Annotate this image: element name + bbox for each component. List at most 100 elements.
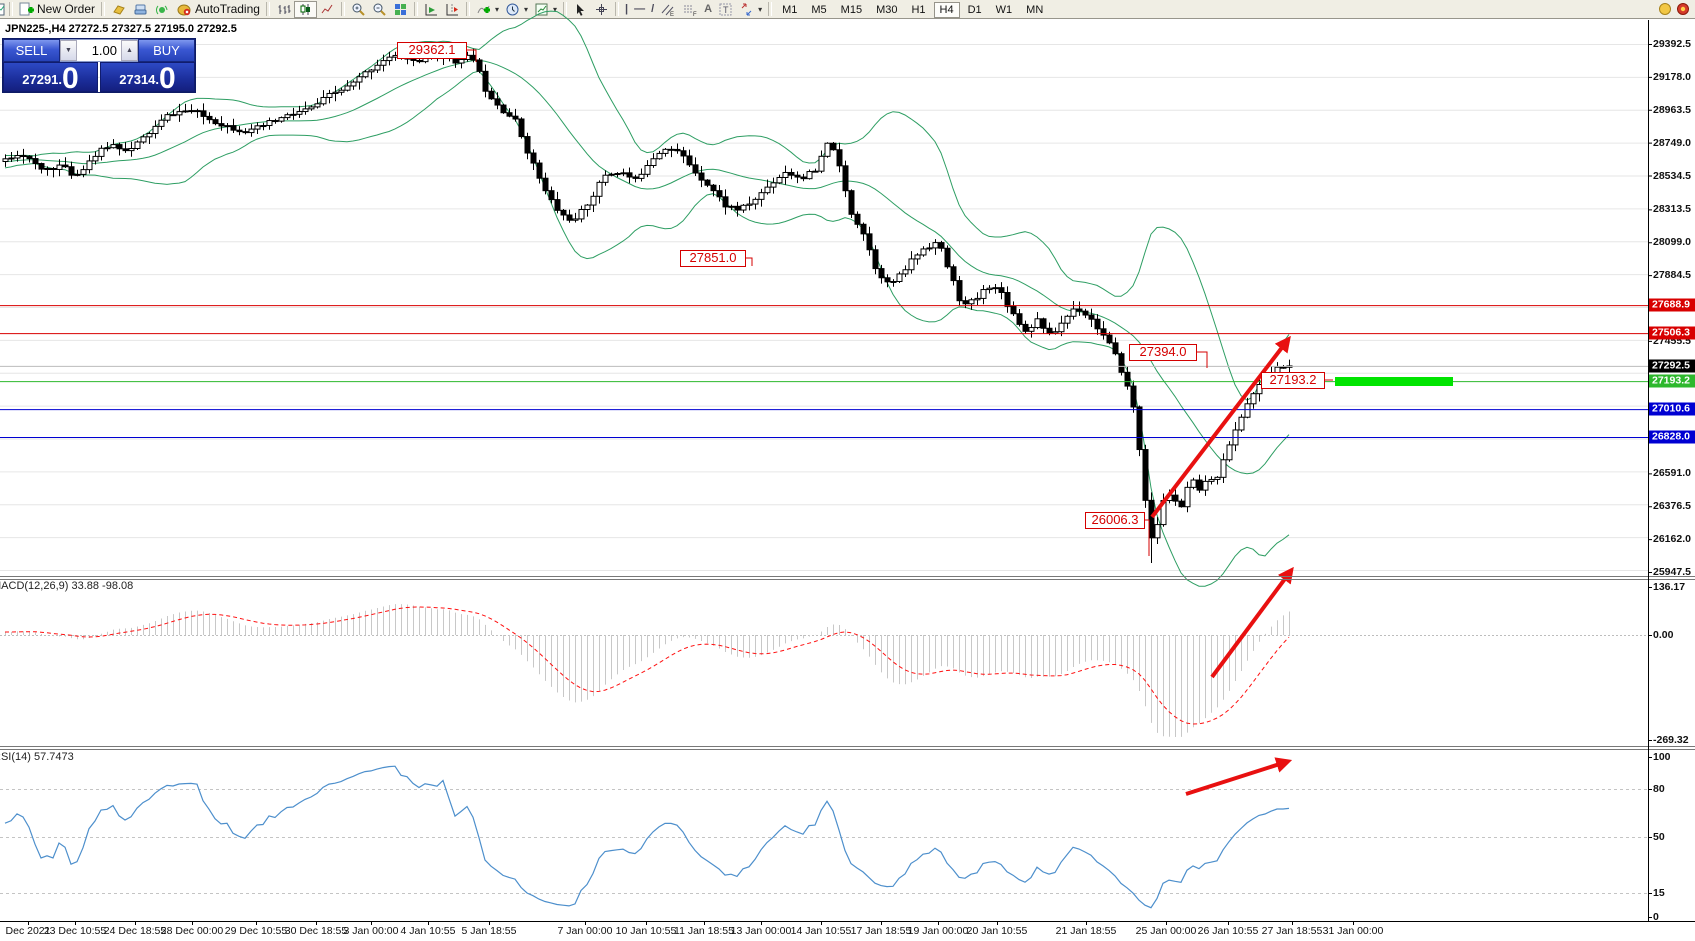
date-axis-label[interactable]: 4 Jan 10:55 (400, 925, 456, 937)
crosshair-icon[interactable] (591, 1, 612, 17)
timeframe-m5[interactable]: M5 (811, 4, 827, 16)
timeframe-d1[interactable]: D1 (967, 4, 982, 16)
date-axis-label[interactable]: 3 Jan 00:00 (343, 925, 399, 937)
printer-icon[interactable] (130, 1, 152, 17)
date-axis-label[interactable]: 11 Jan 18:55 (674, 925, 734, 937)
price-callout-label[interactable]: 27193.2 (1261, 372, 1325, 389)
indicators-button[interactable]: ▾ (473, 1, 502, 17)
tile-windows-icon[interactable] (390, 1, 411, 17)
horizontal-line-icon[interactable]: — (634, 3, 646, 15)
sell-button[interactable]: SELL (3, 39, 60, 62)
fibonacci-icon[interactable]: F (679, 1, 701, 17)
autotrading-button[interactable]: AutoTrading (174, 1, 263, 17)
date-axis-label[interactable]: 25 Jan 00:00 (1135, 925, 1197, 937)
price-axis-tick: 28099.0 (1653, 236, 1691, 249)
date-axis-label[interactable]: 31 Jan 00:00 (1322, 925, 1384, 937)
zoom-out-icon[interactable] (369, 1, 390, 17)
price-axis-tick: 26162.0 (1653, 533, 1691, 546)
docking-icon[interactable] (1658, 2, 1673, 17)
trendline-icon[interactable]: / (651, 3, 655, 15)
timeframe-m30[interactable]: M30 (876, 4, 898, 16)
chevron-down-icon: ▾ (552, 4, 557, 14)
sell-price-display[interactable]: 27291. 0 (3, 62, 98, 95)
price-callout-label[interactable]: 26006.3 (1085, 512, 1145, 529)
timeframe-w1[interactable]: W1 (995, 4, 1013, 16)
chart-window-icon[interactable] (0, 2, 6, 17)
price-level-badge: 27193.2 (1649, 374, 1695, 388)
buy-button[interactable]: BUY (138, 39, 195, 62)
text-icon[interactable]: A (704, 3, 713, 15)
volume-input[interactable]: 1.00 (91, 43, 117, 58)
line-chart-icon[interactable] (317, 1, 338, 17)
date-axis-label[interactable]: 30 Dec 18:55 (284, 925, 348, 937)
price-callout-label[interactable]: 27394.0 (1129, 344, 1197, 361)
date-axis-label[interactable]: 28 Dec 00:00 (160, 925, 224, 937)
chevron-down-icon: ▾ (758, 4, 763, 14)
auto-scroll-icon[interactable] (421, 1, 442, 17)
autotrading-label: AutoTrading (195, 2, 260, 16)
one-click-trading-panel: SELL ▼ 1.00 ▲ BUY 27291. 0 27314. 0 (2, 38, 196, 95)
timeframe-h1[interactable]: H1 (911, 4, 926, 16)
price-axis-tick: 28534.5 (1653, 169, 1691, 182)
volume-down-button[interactable]: ▼ (60, 40, 77, 61)
date-axis-label[interactable]: 5 Jan 18:55 (461, 925, 517, 937)
date-axis-label[interactable]: 13 Jan 00:00 (730, 925, 792, 937)
bar-chart-icon[interactable] (273, 1, 294, 17)
date-axis-label[interactable]: 10 Jan 10:55 (615, 925, 677, 937)
date-axis-label[interactable]: 19 Jan 00:00 (907, 925, 969, 937)
equidistant-channel-icon[interactable]: E (657, 1, 679, 17)
buy-price-small: 27314. (119, 72, 160, 87)
toolbar: New Order AutoTrading (0, 0, 1695, 19)
rsi-axis-label: 80 (1653, 783, 1665, 795)
price-axis-tick: 25947.5 (1653, 566, 1691, 578)
zoom-in-icon[interactable] (348, 1, 369, 17)
date-axis-label[interactable]: 7 Jan 00:00 (557, 925, 613, 937)
community-icon[interactable] (1676, 2, 1691, 17)
templates-button[interactable]: ▾ (531, 1, 560, 17)
date-axis-label[interactable]: 20 Jan 10:55 (966, 925, 1028, 937)
candlestick-icon[interactable] (293, 0, 317, 18)
date-axis-label[interactable]: 29 Dec 10:55 (224, 925, 288, 937)
price-axis-tick: 28963.5 (1653, 103, 1691, 116)
timeframe-h4[interactable]: H4 (933, 2, 960, 18)
separator (9, 2, 13, 16)
price-callout-label[interactable]: 27851.0 (680, 250, 746, 267)
date-axis-label[interactable]: 21 Jan 18:55 (1055, 925, 1117, 937)
macd-axis-label: 0.00 (1653, 629, 1674, 641)
date-axis-label[interactable]: 17 Jan 18:55 (850, 925, 912, 937)
date-axis-label[interactable]: 26 Jan 10:55 (1197, 925, 1259, 937)
date-axis-label[interactable]: 23 Dec 10:55 (43, 925, 107, 937)
svg-text:F: F (693, 12, 697, 17)
price-axis-tick: 29392.5 (1653, 38, 1691, 50)
timeframe-m15[interactable]: M15 (840, 4, 863, 16)
signal-icon[interactable] (152, 1, 174, 17)
toolbar-right-icons (1658, 2, 1695, 17)
text-label-icon[interactable]: T (715, 1, 736, 17)
date-axis-label[interactable]: 14 Jan 10:55 (790, 925, 852, 937)
date-axis-label[interactable]: 24 Dec 18:55 (103, 925, 167, 937)
volume-up-button[interactable]: ▲ (121, 40, 138, 61)
price-callout-label[interactable]: 29362.1 (397, 42, 467, 59)
periods-button[interactable]: ▾ (502, 1, 531, 17)
price-axis-tick: 28313.5 (1653, 203, 1691, 216)
gold-ingot-icon[interactable] (108, 1, 130, 17)
buy-price-display[interactable]: 27314. 0 (100, 62, 195, 94)
sell-price-big: 0 (62, 62, 79, 95)
separator (265, 2, 270, 16)
date-axis-label[interactable]: Dec 2021 (5, 925, 51, 937)
macd-indicator-label: MACD(12,26,9) 33.88 -98.08 (0, 580, 134, 592)
rsi-axis-label: 50 (1653, 831, 1665, 843)
date-axis-label[interactable]: 27 Jan 18:55 (1261, 925, 1323, 937)
price-level-badge: 27292.5 (1649, 359, 1695, 373)
cursor-icon[interactable] (570, 1, 591, 17)
arrows-button[interactable]: ▾ (736, 1, 765, 17)
new-order-button[interactable]: New Order (16, 1, 98, 17)
separator (340, 2, 345, 16)
chart-shift-icon[interactable] (442, 1, 463, 17)
timeframe-m1[interactable]: M1 (782, 4, 798, 16)
vertical-line-icon[interactable]: | (625, 3, 629, 15)
timeframe-mn[interactable]: MN (1026, 4, 1044, 16)
price-axis-tick: 29178.0 (1653, 70, 1691, 83)
